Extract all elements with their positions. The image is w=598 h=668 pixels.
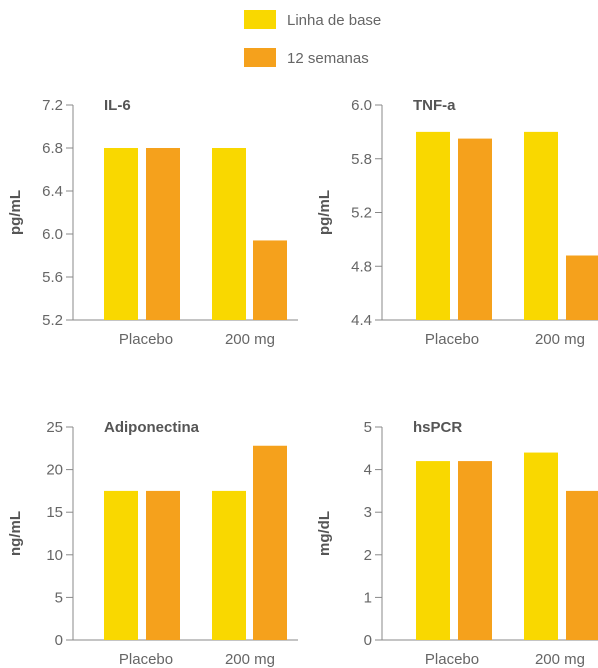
y-tick-label: 7.2	[42, 97, 63, 114]
bar-200-mg-series-2	[566, 255, 598, 320]
y-tick-label: 4.4	[351, 312, 372, 329]
y-tick-label: 5	[55, 589, 63, 606]
y-tick-label: 6.4	[42, 183, 63, 200]
panel-title: TNF-a	[413, 97, 456, 114]
y-tick-label: 5.8	[351, 151, 372, 168]
x-category-label: Placebo	[425, 331, 479, 348]
bar-200-mg-series-1	[524, 452, 558, 640]
y-tick-label: 10	[46, 547, 63, 564]
bar-200-mg-series-2	[253, 240, 287, 320]
y-tick-label: 6.8	[42, 140, 63, 157]
bar-placebo-series-2	[146, 148, 180, 320]
bar-placebo-series-1	[104, 490, 138, 640]
panel-title: Adiponectina	[104, 419, 200, 436]
legend-swatch-2	[244, 48, 276, 67]
x-category-label: Placebo	[119, 331, 173, 348]
bar-200-mg-series-1	[212, 148, 246, 320]
x-category-label: Placebo	[425, 651, 479, 668]
x-category-label: 200 mg	[535, 331, 585, 348]
bar-200-mg-series-2	[253, 445, 287, 640]
y-tick-label: 5	[364, 419, 372, 436]
bar-placebo-series-1	[104, 148, 138, 320]
x-category-label: Placebo	[119, 651, 173, 668]
legend-swatch-1	[244, 10, 276, 29]
legend-label-2: 12 semanas	[287, 50, 369, 67]
y-tick-label: 20	[46, 462, 63, 479]
y-tick-label: 4.8	[351, 258, 372, 275]
panel-4: 0 1 2 3 4 5 Placebo 200 mg hsPCR mg/dL	[316, 419, 598, 668]
panel-title: hsPCR	[413, 419, 462, 436]
panel-2: 4.4 4.8 5.2 5.8 6.0 Placebo 200 mg TNF-a pg/mL	[316, 97, 598, 348]
y-axis-title: ng/mL	[7, 511, 24, 556]
chart-panels: 5.2 5.6 6.0 6.4 6.8 7.2 Placebo 200 mg IL-6 pg/mL…	[7, 97, 598, 668]
panel-title: IL-6	[104, 97, 131, 114]
y-tick-label: 6.0	[42, 226, 63, 243]
y-tick-label: 1	[364, 589, 372, 606]
bar-placebo-series-1	[416, 461, 450, 640]
y-tick-label: 15	[46, 504, 63, 521]
legend-label-1: Linha de base	[287, 12, 381, 29]
bar-placebo-series-2	[146, 490, 180, 640]
y-axis-title: pg/mL	[7, 190, 24, 235]
x-category-label: 200 mg	[225, 331, 275, 348]
y-tick-label: 3	[364, 504, 372, 521]
bar-200-mg-series-2	[566, 490, 598, 640]
panel-3: 0 5 10 15 20 25 Placebo 200 mg Adiponectina ng/mL	[7, 419, 298, 668]
x-category-label: 200 mg	[535, 651, 585, 668]
y-tick-label: 4	[364, 462, 372, 479]
y-tick-label: 0	[55, 632, 63, 649]
y-tick-label: 0	[364, 632, 372, 649]
bar-200-mg-series-1	[524, 131, 558, 320]
bar-placebo-series-1	[416, 131, 450, 320]
y-axis-title: mg/dL	[316, 511, 333, 556]
y-tick-label: 25	[46, 419, 63, 436]
x-category-label: 200 mg	[225, 651, 275, 668]
y-axis-title: pg/mL	[316, 190, 333, 235]
y-tick-label: 2	[364, 547, 372, 564]
y-tick-label: 6.0	[351, 97, 372, 114]
y-tick-label: 5.2	[351, 205, 372, 222]
legend: Linha de base 12 semanas	[244, 10, 381, 67]
panel-1: 5.2 5.6 6.0 6.4 6.8 7.2 Placebo 200 mg IL-6 pg/mL	[7, 97, 298, 348]
y-tick-label: 5.2	[42, 312, 63, 329]
bar-200-mg-series-1	[212, 490, 246, 640]
y-tick-label: 5.6	[42, 269, 63, 286]
bar-placebo-series-2	[458, 138, 492, 320]
bar-placebo-series-2	[458, 461, 492, 640]
